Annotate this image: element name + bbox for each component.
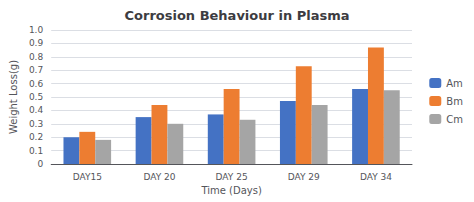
svg-text:0.3: 0.3: [29, 119, 43, 129]
svg-text:0.2: 0.2: [29, 132, 43, 142]
svg-text:0.7: 0.7: [29, 65, 43, 75]
svg-text:Cm: Cm: [446, 114, 463, 125]
svg-text:DAY 25: DAY 25: [216, 172, 248, 182]
svg-text:0.5: 0.5: [29, 92, 43, 102]
svg-text:DAY15: DAY15: [73, 172, 102, 182]
svg-text:Bm: Bm: [446, 96, 463, 107]
svg-text:Weight Loss(g): Weight Loss(g): [8, 60, 19, 134]
svg-text:0.1: 0.1: [29, 146, 43, 156]
svg-text:0.9: 0.9: [29, 38, 44, 48]
svg-text:DAY 34: DAY 34: [360, 172, 392, 182]
svg-text:0.4: 0.4: [29, 105, 44, 115]
svg-text:0.8: 0.8: [29, 52, 44, 62]
svg-text:Corrosion Behaviour in Plasma: Corrosion Behaviour in Plasma: [125, 8, 350, 23]
svg-text:DAY 29: DAY 29: [288, 172, 320, 182]
svg-text:Time (Days): Time (Days): [200, 185, 262, 196]
svg-text:DAY 20: DAY 20: [143, 172, 175, 182]
svg-text:1.0: 1.0: [29, 25, 44, 35]
svg-text:Am: Am: [446, 78, 463, 89]
svg-text:0: 0: [37, 159, 43, 169]
svg-text:0.6: 0.6: [29, 79, 44, 89]
